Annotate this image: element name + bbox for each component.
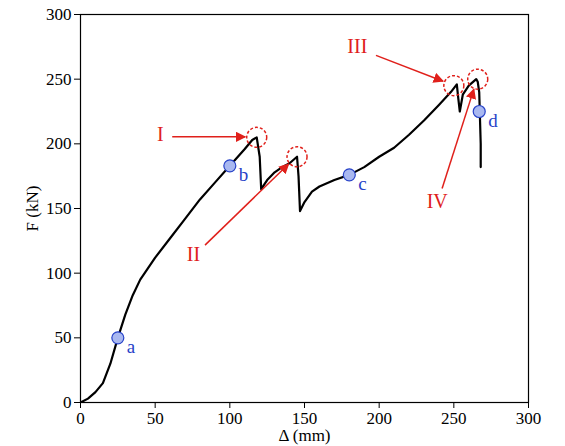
svg-text:150: 150 <box>291 408 318 428</box>
svg-text:250: 250 <box>441 409 467 428</box>
svg-text:III: III <box>347 35 367 57</box>
svg-text:c: c <box>358 173 366 194</box>
svg-text:50: 50 <box>55 328 72 347</box>
svg-text:F (kN): F (kN) <box>23 186 42 232</box>
svg-text:150: 150 <box>46 199 72 218</box>
svg-text:II: II <box>187 243 200 265</box>
svg-text:100: 100 <box>46 264 72 283</box>
svg-text:Δ (mm): Δ (mm) <box>278 426 330 445</box>
svg-text:0: 0 <box>76 409 85 428</box>
svg-text:200: 200 <box>366 409 392 428</box>
svg-text:200: 200 <box>46 134 72 153</box>
svg-text:50: 50 <box>147 409 164 428</box>
svg-text:250: 250 <box>46 70 72 89</box>
svg-text:300: 300 <box>46 5 72 24</box>
svg-text:0: 0 <box>63 393 72 412</box>
svg-text:I: I <box>157 123 164 145</box>
svg-text:IV: IV <box>427 190 449 212</box>
svg-text:d: d <box>488 110 498 131</box>
svg-text:a: a <box>127 336 136 357</box>
svg-text:100: 100 <box>217 409 243 428</box>
svg-text:300: 300 <box>516 409 542 428</box>
svg-text:b: b <box>239 164 249 185</box>
